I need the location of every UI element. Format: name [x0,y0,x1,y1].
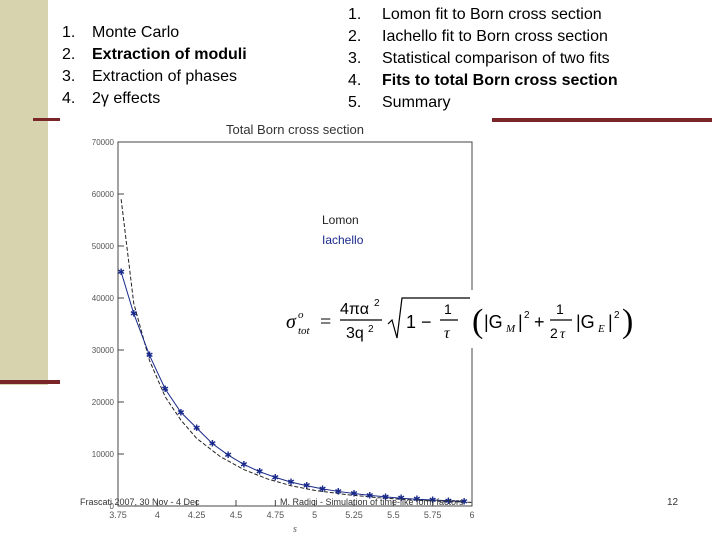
data-point: ✱ [397,494,405,504]
y-tick-label: 10000 [92,450,115,459]
svg-text:E: E [597,323,605,335]
data-point: ✱ [382,493,390,503]
legend-entry-lomon: Lomon [322,213,359,227]
svg-text:3q: 3q [346,325,364,342]
data-point: ✱ [445,497,453,507]
svg-text:σ: σ [286,311,297,333]
list-item: 4. 2γ effects [62,90,161,107]
svg-text:1 −: 1 − [406,312,432,332]
svg-text:(: ( [472,303,483,340]
list-item: 5. Summary [348,94,451,111]
data-point: ✱ [117,268,125,278]
x-tick-label: 4.5 [230,510,243,520]
footer-center: M. Radici - Simulation of time-like form… [280,497,464,507]
svg-text:τ: τ [444,325,451,342]
data-point: ✱ [272,473,280,483]
data-point: ✱ [161,385,169,395]
list-item: 2. Extraction of moduli [62,46,247,63]
x-tick-label: 5.25 [345,510,363,520]
data-point: ✱ [460,497,468,507]
svg-text:1: 1 [444,301,452,317]
list-item: 4. Fits to total Born cross section [348,72,618,89]
right-outline-list: 1. Lomon fit to Born cross section 2. Iach… [348,4,618,114]
footer-left: Frascati 2007, 30 Nov - 4 Dec [80,497,200,507]
svg-text:|: | [608,312,613,332]
svg-text:2: 2 [550,325,558,341]
list-item: 3. Extraction of phases [62,68,237,85]
x-axis-label: s [293,524,297,535]
svg-text:2: 2 [524,310,530,321]
y-tick-label: 70000 [92,138,115,147]
y-tick-label: 20000 [92,398,115,407]
svg-text:1: 1 [556,301,564,317]
svg-text:): ) [622,303,633,340]
svg-text:M: M [505,323,516,335]
data-point: ✱ [224,451,232,461]
data-point: ✱ [287,478,295,488]
svg-text:|G: |G [576,312,595,332]
svg-text:2: 2 [374,298,380,309]
svg-text:o: o [298,309,304,321]
svg-text:+: + [534,312,545,332]
y-tick-label: 40000 [92,294,115,303]
data-point: ✱ [334,487,342,497]
data-point: ✱ [193,424,201,434]
data-point: ✱ [319,485,327,495]
svg-text:|G: |G [484,312,503,332]
x-tick-label: 4.25 [188,510,206,520]
x-tick-label: 6 [469,510,474,520]
data-point: ✱ [350,490,358,500]
svg-text:=: = [320,311,331,333]
svg-text:4πα: 4πα [340,301,369,318]
series-line-iachello [120,271,465,502]
data-point: ✱ [429,496,437,506]
x-tick-label: 4.75 [267,510,285,520]
y-tick-label: 30000 [92,346,115,355]
series-line-lomon [120,199,473,503]
x-tick-label: 3.75 [109,510,127,520]
list-item: 2. Iachello fit to Born cross section [348,28,608,45]
svg-text:tot: tot [298,325,311,337]
y-tick-label: 60000 [92,190,115,199]
x-tick-label: 5.5 [387,510,400,520]
data-point: ✱ [413,495,421,505]
y-tick-label: 50000 [92,242,115,251]
data-point: ✱ [130,310,138,320]
list-item: 3. Statistical comparison of two fits [348,50,610,67]
page-number: 12 [667,497,679,508]
formula-image: σ o tot = 4πα 2 3q 2 1 − 1 τ ( |G M | 2 … [282,290,642,348]
sigma-tot-formula: σ o tot = 4πα 2 3q 2 1 − 1 τ ( |G M | 2 … [286,297,633,342]
y-tick-label: 0 [110,502,115,511]
x-tick-label: 5 [312,510,317,520]
decorative-sidebar [0,0,48,385]
x-tick-label: 4 [155,510,160,520]
svg-text:τ: τ [560,327,566,342]
data-point: ✱ [366,491,374,501]
legend-entry-iachello: Iachello [322,233,364,247]
svg-text:|: | [518,312,523,332]
data-point: ✱ [177,408,185,418]
data-point: ✱ [256,468,264,478]
svg-text:2: 2 [368,324,374,335]
divider-line-left [0,380,60,384]
data-point: ✱ [303,482,311,492]
left-outline-list: 1. Monte Carlo 2. Extraction of moduli 3. E… [62,22,247,110]
svg-text:2: 2 [614,310,620,321]
x-tick-label: 5.75 [424,510,442,520]
data-point: ✱ [209,440,217,450]
list-item: 1. Lomon fit to Born cross section [348,6,602,23]
data-point: ✱ [146,351,154,361]
divider-line-left-top [33,118,63,121]
list-item: 1. Monte Carlo [62,24,180,41]
chart-title: Total Born cross section [226,122,364,137]
divider-line-right [475,118,712,122]
data-point: ✱ [240,460,248,470]
